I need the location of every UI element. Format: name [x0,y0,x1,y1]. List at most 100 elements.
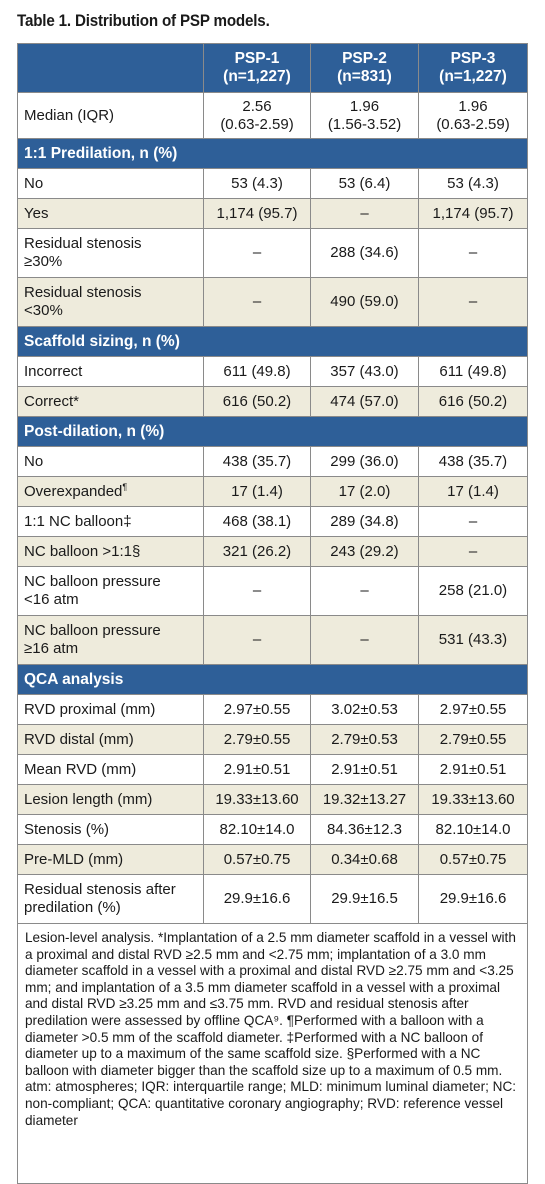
table-caption: Table 1. Distribution of PSP models. [17,12,270,30]
header-blank-cell [17,43,204,93]
table-row: 1:1 NC balloon‡ 468 (38.1) 289 (34.8) – [17,506,528,537]
header-psp-2-n: (n=831) [337,68,392,85]
cell-psp-2: 299 (36.0) [310,446,419,477]
cell-psp-3: 82.10±14.0 [418,814,528,845]
row-label: Residual stenosis ≥30% [17,228,204,278]
row-label: Overexpanded [24,482,123,500]
cell-psp-3: 0.57±0.75 [418,844,528,875]
cell-psp-3: 2.97±0.55 [418,694,528,725]
table-row: Yes 1,174 (95.7) – 1,174 (95.7) [17,198,528,229]
row-label: RVD distal (mm) [17,724,204,755]
table-row: Lesion length (mm) 19.33±13.60 19.32±13.… [17,784,528,815]
section-scaffold-sizing: Scaffold sizing, n (%) [17,326,528,357]
table-row: Incorrect 611 (49.8) 357 (43.0) 611 (49.… [17,356,528,387]
cell-psp-1: 17 (1.4) [203,476,311,507]
row-label: No [17,446,204,477]
cell-psp-1: 0.57±0.75 [203,844,311,875]
cell-psp-1: – [203,228,311,278]
cell-psp-1: – [203,615,311,665]
header-psp-1-n: (n=1,227) [223,68,291,85]
cell-psp-3: 258 (21.0) [418,566,528,616]
section-post-dilation: Post-dilation, n (%) [17,416,528,447]
cell-psp-3: 1,174 (95.7) [418,198,528,229]
header-psp-3-name: PSP-3 [450,50,496,67]
row-label: Lesion length (mm) [17,784,204,815]
cell-psp-2: 490 (59.0) [310,277,419,327]
table-row: Residual stenosis <30% – 490 (59.0) – [17,277,528,327]
cell-psp-2: 289 (34.8) [310,506,419,537]
table-row: RVD proximal (mm) 2.97±0.55 3.02±0.53 2.… [17,694,528,725]
row-label: Yes [17,198,204,229]
table-row: RVD distal (mm) 2.79±0.55 2.79±0.53 2.79… [17,724,528,755]
cell-psp-2: 2.79±0.53 [310,724,419,755]
header-psp-2: PSP-2 (n=831) [310,43,419,93]
row-label: NC balloon pressure <16 atm [17,566,204,616]
cell-psp-2: 357 (43.0) [310,356,419,387]
cell-psp-2: 19.32±13.27 [310,784,419,815]
cell-psp-3: – [418,506,528,537]
cell-psp-2: 53 (6.4) [310,168,419,199]
cell-psp-3: 29.9±16.6 [418,874,528,924]
cell-psp-2: 2.91±0.51 [310,754,419,785]
cell-psp-1: 29.9±16.6 [203,874,311,924]
cell-psp-3: 1.96 (0.63-2.59) [418,92,528,139]
header-psp-3: PSP-3 (n=1,227) [418,43,528,93]
cell-psp-1: 321 (26.2) [203,536,311,567]
section-header-row: Scaffold sizing, n (%) [17,326,528,357]
row-label: RVD proximal (mm) [17,694,204,725]
section-header-row: Post-dilation, n (%) [17,416,528,447]
row-label: NC balloon pressure ≥16 atm [17,615,204,665]
table-row: Overexpanded¶ 17 (1.4) 17 (2.0) 17 (1.4) [17,476,528,507]
row-label: Mean RVD (mm) [17,754,204,785]
cell-psp-1: – [203,566,311,616]
cell-psp-3: – [418,277,528,327]
row-label: Correct* [17,386,204,417]
row-label: Pre-MLD (mm) [17,844,204,875]
section-header-row: 1:1 Predilation, n (%) [17,138,528,169]
cell-psp-1: 82.10±14.0 [203,814,311,845]
cell-psp-2: – [310,198,419,229]
cell-psp-3: 438 (35.7) [418,446,528,477]
cell-psp-2: 84.36±12.3 [310,814,419,845]
cell-psp-1: 616 (50.2) [203,386,311,417]
cell-psp-1: 1,174 (95.7) [203,198,311,229]
cell-psp-2: – [310,615,419,665]
cell-psp-3: 2.79±0.55 [418,724,528,755]
cell-psp-2: 17 (2.0) [310,476,419,507]
row-label: NC balloon >1:1§ [17,536,204,567]
cell-psp-2: 1.96 (1.56-3.52) [310,92,419,139]
row-label: Residual stenosis <30% [17,277,204,327]
table-row: No 438 (35.7) 299 (36.0) 438 (35.7) [17,446,528,477]
cell-psp-3: – [418,536,528,567]
cell-psp-2: 288 (34.6) [310,228,419,278]
cell-psp-2: – [310,566,419,616]
footnote-mark: ¶ [122,481,128,492]
table-row: Residual stenosis ≥30% – 288 (34.6) – [17,228,528,278]
table-row: NC balloon pressure <16 atm – – 258 (21.… [17,566,528,616]
row-label-cell: Overexpanded¶ [17,476,204,507]
header-psp-1-name: PSP-1 [234,50,280,67]
cell-psp-1: 468 (38.1) [203,506,311,537]
row-label: 1:1 NC balloon‡ [17,506,204,537]
table-footnote: Lesion-level analysis. *Implantation of … [17,923,528,1184]
section-qca-analysis: QCA analysis [17,664,528,695]
cell-psp-1: 19.33±13.60 [203,784,311,815]
cell-psp-2: 0.34±0.68 [310,844,419,875]
cell-psp-3: 17 (1.4) [418,476,528,507]
table-row: Pre-MLD (mm) 0.57±0.75 0.34±0.68 0.57±0.… [17,844,528,875]
cell-psp-1: 2.91±0.51 [203,754,311,785]
table-header-row: PSP-1 (n=1,227) PSP-2 (n=831) PSP-3 (n=1,22… [17,43,528,93]
cell-psp-3: 2.91±0.51 [418,754,528,785]
cell-psp-3: 531 (43.3) [418,615,528,665]
table-row: Stenosis (%) 82.10±14.0 84.36±12.3 82.10… [17,814,528,845]
table-row: NC balloon pressure ≥16 atm – – 531 (43.… [17,615,528,665]
row-label: No [17,168,204,199]
section-predilation: 1:1 Predilation, n (%) [17,138,528,169]
row-label: Stenosis (%) [17,814,204,845]
document-page: Table 1. Distribution of PSP models. PSP… [17,12,528,1184]
row-label: Residual stenosis after predilation (%) [17,874,204,924]
cell-psp-1: 2.79±0.55 [203,724,311,755]
cell-psp-3: 616 (50.2) [418,386,528,417]
cell-psp-2: 474 (57.0) [310,386,419,417]
cell-psp-3: – [418,228,528,278]
